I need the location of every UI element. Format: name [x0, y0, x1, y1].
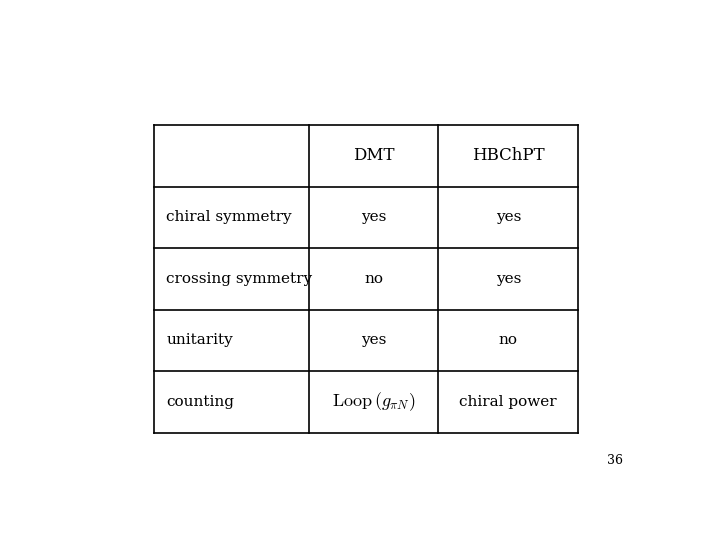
Text: no: no — [364, 272, 383, 286]
Text: HBChPT: HBChPT — [472, 147, 544, 164]
Text: chiral power: chiral power — [459, 395, 557, 409]
Text: 36: 36 — [607, 454, 623, 467]
Text: DMT: DMT — [353, 147, 395, 164]
Text: yes: yes — [361, 211, 387, 225]
Text: unitarity: unitarity — [166, 334, 233, 347]
Text: yes: yes — [495, 211, 521, 225]
Text: yes: yes — [361, 334, 387, 347]
Text: crossing symmetry: crossing symmetry — [166, 272, 312, 286]
Text: $\mathrm{Loop}\,(g_{\pi N})$: $\mathrm{Loop}\,(g_{\pi N})$ — [332, 390, 415, 414]
Text: no: no — [499, 334, 518, 347]
Text: yes: yes — [495, 272, 521, 286]
Text: counting: counting — [166, 395, 235, 409]
Text: chiral symmetry: chiral symmetry — [166, 211, 292, 225]
